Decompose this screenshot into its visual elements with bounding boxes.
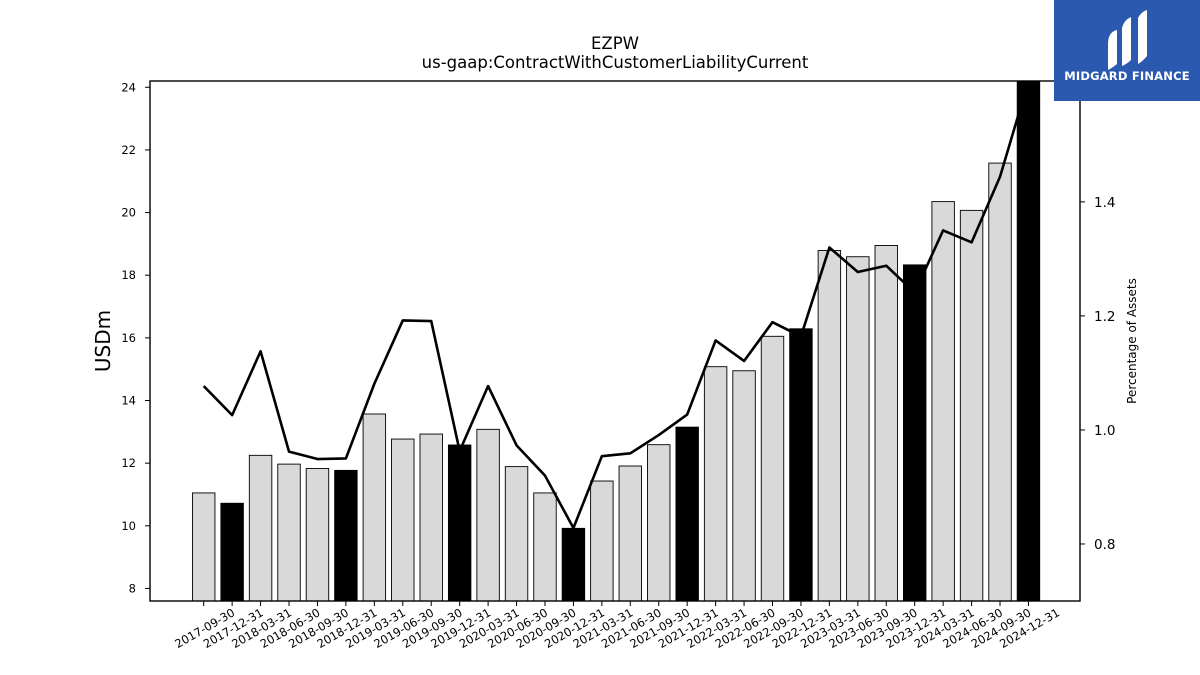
chart-subtitle: us-gaap:ContractWithCustomerLiabilityCur… <box>422 53 809 72</box>
bar-2021-09-30 <box>647 444 671 602</box>
y2-tick-label-1: 1.0 <box>1094 423 1115 439</box>
brand-logo: MIDGARD FINANCE <box>1054 0 1200 101</box>
series-line <box>202 80 1030 530</box>
bar-2020-12-31 <box>561 527 586 602</box>
bar-2024-03-31 <box>931 201 955 602</box>
bar-2018-09-30 <box>305 468 330 602</box>
y-tick-label-10: 10 <box>121 519 136 533</box>
bar-2019-06-30 <box>391 438 415 602</box>
bar-2023-06-30 <box>846 256 870 602</box>
bar-2020-09-30 <box>533 492 557 602</box>
bar-2022-03-31 <box>703 366 728 602</box>
line-group <box>202 80 1030 530</box>
brand-name: MIDGARD FINANCE <box>1064 69 1190 83</box>
y-tick-label-14: 14 <box>121 394 136 408</box>
midgard-logo-icon <box>1108 10 1147 70</box>
bar-2023-12-31 <box>903 264 927 602</box>
y-tick-label-12: 12 <box>121 456 136 470</box>
y-tick-label-22: 22 <box>121 143 136 157</box>
bar-2018-12-31 <box>334 469 358 602</box>
bar-2020-03-31 <box>476 428 500 602</box>
y-tick-label-8: 8 <box>129 581 136 595</box>
bar-2021-06-30 <box>618 465 642 602</box>
y-tick-label-20: 20 <box>121 206 136 220</box>
bar-2017-12-31 <box>220 502 244 602</box>
chart-title: EZPW <box>591 34 639 53</box>
bar-2021-12-31 <box>675 426 699 602</box>
bar-2022-12-31 <box>789 328 813 602</box>
y2-tick-label-1.4: 1.4 <box>1094 195 1115 211</box>
bar-2017-09-30 <box>191 492 216 602</box>
bar-2023-03-31 <box>817 250 842 602</box>
bar-2018-06-30 <box>277 463 301 602</box>
y2-tick-label-0.8: 0.8 <box>1094 537 1115 553</box>
y-tick-label-18: 18 <box>121 268 136 282</box>
bar-2023-09-30 <box>874 245 898 602</box>
y2-tick-label-1.2: 1.2 <box>1094 309 1115 325</box>
y2-axis-label: Percentage of Assets <box>1125 278 1139 404</box>
bar-2024-09-30 <box>988 162 1012 602</box>
bar-2024-06-30 <box>959 209 984 602</box>
bar-2022-06-30 <box>732 370 756 602</box>
plot-frame <box>149 80 1081 602</box>
bar-2021-03-31 <box>590 480 614 602</box>
y-axis-label: USDm <box>91 310 115 372</box>
bar-2022-09-30 <box>760 335 785 602</box>
bar-2019-03-31 <box>362 413 387 602</box>
y-tick-label-16: 16 <box>121 331 136 345</box>
y-tick-label-24: 24 <box>121 80 136 94</box>
bar-2019-12-31 <box>447 444 472 602</box>
bar-2019-09-30 <box>419 433 443 602</box>
bar-2018-03-31 <box>248 454 273 602</box>
bar-2024-12-31 <box>1016 80 1041 602</box>
bar-2020-06-30 <box>504 466 529 602</box>
bars-group <box>191 80 1041 602</box>
